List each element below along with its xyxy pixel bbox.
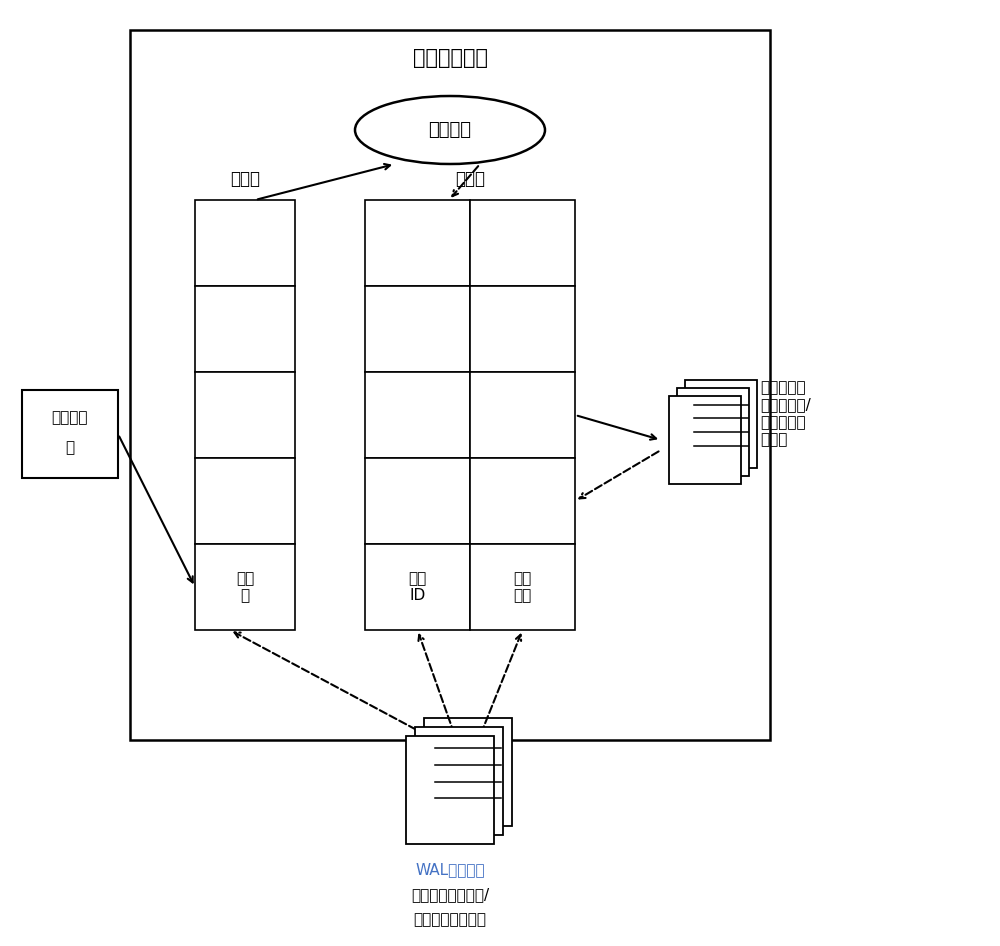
Bar	[470, 544, 575, 630]
Bar	[677, 388, 749, 476]
Text: 偏移
地址: 偏移 地址	[513, 570, 532, 604]
Bar	[424, 718, 512, 826]
Bar	[195, 286, 295, 372]
Bar	[415, 727, 503, 835]
Text: WAL日志文件: WAL日志文件	[415, 862, 485, 877]
Bar	[470, 458, 575, 544]
Text: （本地多目录存储/: （本地多目录存储/	[411, 887, 489, 902]
Text: 文件
ID: 文件 ID	[408, 570, 427, 604]
Bar	[470, 286, 575, 372]
Bar	[195, 372, 295, 458]
Bar	[365, 286, 470, 372]
Text: 待处理数: 待处理数	[52, 411, 88, 426]
Bar	[365, 372, 470, 458]
Text: 计算节点内存: 计算节点内存	[413, 48, 488, 68]
Bar	[365, 200, 470, 286]
Bar	[406, 736, 494, 844]
Bar	[365, 458, 470, 544]
Text: 分布式文件存储）: 分布式文件存储）	[414, 912, 486, 927]
Bar	[22, 390, 118, 478]
Bar	[470, 372, 575, 458]
Text: 从队列: 从队列	[455, 170, 485, 188]
Bar	[195, 544, 295, 630]
Text: 主队列: 主队列	[230, 170, 260, 188]
Text: 据: 据	[65, 441, 75, 456]
Bar	[195, 200, 295, 286]
Text: 计算单元: 计算单元	[428, 121, 472, 139]
Bar	[365, 544, 470, 630]
Bar	[685, 380, 757, 468]
Bar	[470, 200, 575, 286]
Ellipse shape	[355, 96, 545, 164]
Bar	[130, 30, 770, 740]
Bar	[669, 396, 741, 484]
Text: 检查点文件
（本地存储/
分布式文件
存储）: 检查点文件 （本地存储/ 分布式文件 存储）	[760, 380, 811, 447]
Bar	[195, 458, 295, 544]
Text: 数据
体: 数据 体	[236, 570, 254, 604]
